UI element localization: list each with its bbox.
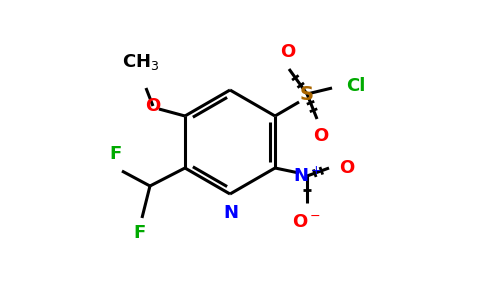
Text: N$^+$: N$^+$ [292,166,321,186]
Text: O: O [339,159,354,177]
Text: F: F [110,145,122,163]
Text: O$^-$: O$^-$ [292,213,322,231]
Text: O: O [145,97,161,115]
Text: Cl: Cl [346,77,365,95]
Text: O: O [280,43,296,61]
Text: N: N [224,204,239,222]
Text: O: O [314,127,329,145]
Text: F: F [134,224,146,242]
Text: S: S [300,85,314,104]
Text: CH$_3$: CH$_3$ [122,52,160,72]
